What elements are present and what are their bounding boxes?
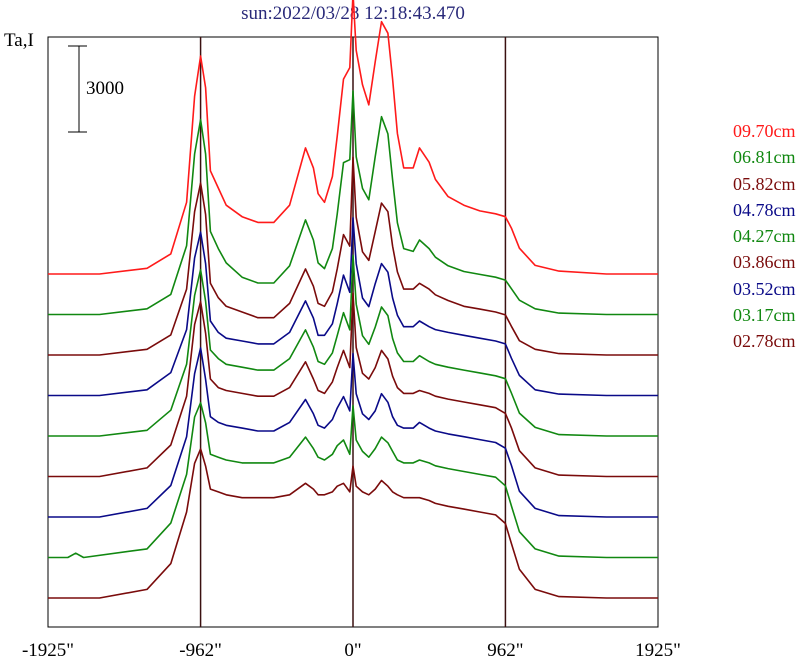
reference-lines (199, 37, 507, 627)
legend-item: 06.81cm (733, 147, 796, 168)
y-axis-label: Ta,I (4, 30, 34, 51)
x-tick-label: -1925" (22, 640, 74, 661)
legend: 09.70cm 06.81cm 05.82cm 04.78cm 04.27cm 03.86… (733, 118, 807, 355)
series-line-04.78cm (48, 217, 658, 397)
legend-item: 04.27cm (733, 226, 796, 247)
series-line-03.17cm (48, 401, 658, 559)
series-line-03.52cm (48, 347, 658, 518)
legend-item: 09.70cm (733, 121, 796, 141)
x-tick-label: 1925" (635, 640, 681, 661)
x-tick-label: 962" (487, 640, 523, 661)
legend-item: 04.78cm (733, 199, 796, 220)
series-line-02.78cm (48, 448, 658, 599)
intensity-scale-bar: 3000 (68, 45, 124, 133)
scale-bar-label: 3000 (86, 78, 124, 99)
series-line-06.81cm (48, 90, 658, 316)
legend-item: 03.86cm (733, 252, 796, 273)
series-line-03.86cm (48, 292, 658, 478)
legend-item: 03.17cm (733, 305, 796, 326)
series-group (48, 0, 658, 599)
series-line-05.82cm (48, 156, 658, 356)
series-line-09.70cm (48, 0, 658, 275)
x-tick-label: 0" (344, 640, 361, 661)
series-line-04.27cm (48, 254, 658, 437)
x-tick-label: -962" (179, 640, 222, 661)
legend-item: 03.52cm (733, 278, 796, 299)
legend-item: 02.78cm (733, 331, 796, 352)
x-tick-labels: -1925" -962" 0" 962" 1925" (22, 640, 681, 661)
chart-title: sun:2022/03/28 12:18:43.470 (241, 3, 465, 24)
legend-item: 05.82cm (733, 173, 796, 194)
